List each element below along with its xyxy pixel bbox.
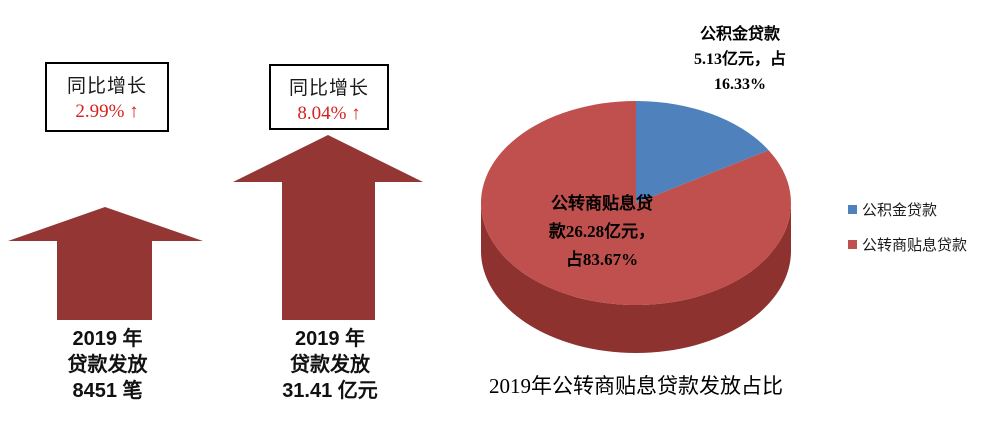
caption-line: 贷款发放 (290, 354, 370, 376)
legend-item-fund: 公积金贷款 (848, 199, 967, 220)
growth-value: 8.04% ↑ (297, 103, 361, 124)
growth-box-amount: 同比增长 8.04% ↑ (269, 64, 389, 130)
legend-label: 公积金贷款 (862, 203, 938, 219)
legend-label: 公转商贴息贷款 (862, 238, 968, 254)
growth-label: 同比增长 (288, 78, 369, 99)
growth-box-count: 同比增长 2.99% ↑ (45, 62, 169, 132)
pie-label-line: 公转商贴息贷 (551, 194, 653, 213)
pie-label-line: 款26.28亿元， (548, 222, 656, 241)
growth-label: 同比增长 (66, 76, 147, 97)
pie-label-line: 16.33% (714, 76, 766, 93)
growth-value: 2.99% ↑ (75, 101, 139, 122)
pie-slice-fund (636, 101, 769, 203)
pie-label-fund: 公积金贷款 5.13亿元，占 16.33% (648, 22, 832, 97)
pie-legend: 公积金贷款 公转商贴息贷款 (848, 199, 967, 255)
up-arrow-loans-count (8, 207, 203, 320)
pie-slice-commercial (480, 101, 791, 305)
up-arrow-loans-amount (233, 135, 423, 320)
legend-item-commercial: 公转商贴息贷款 (848, 234, 967, 255)
caption-line: 2019 年 (72, 328, 143, 350)
caption-line: 贷款发放 (67, 354, 148, 376)
pie-label-line: 公积金贷款 (699, 26, 780, 43)
caption-line: 2019 年 (294, 328, 366, 350)
pie-label-line: 占83.67% (565, 250, 639, 269)
caption-line: 31.41 亿元 (282, 380, 378, 402)
caption-loans-count: 2019 年 贷款发放 8451 笔 (15, 326, 200, 404)
pie-label-commercial: 公转商贴息贷 款26.28亿元， 占83.67% (510, 190, 694, 274)
legend-swatch-blue (848, 205, 857, 214)
caption-loans-amount: 2019 年 贷款发放 31.41 亿元 (235, 326, 425, 404)
pie-label-line: 5.13亿元，占 (693, 51, 786, 68)
caption-line: 8451 笔 (72, 380, 143, 402)
pie-side-wall (481, 203, 791, 353)
legend-swatch-red (848, 240, 857, 249)
pie-title: 2019年公转商贴息贷款发放占比 (489, 374, 783, 398)
